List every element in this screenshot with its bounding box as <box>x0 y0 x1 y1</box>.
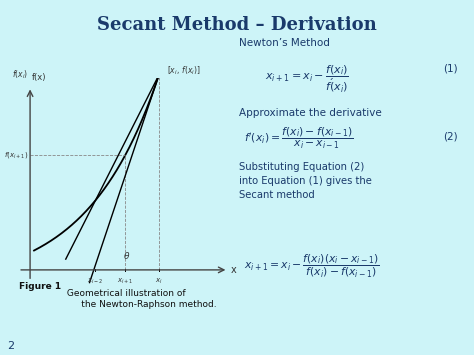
Text: Newton’s Method: Newton’s Method <box>239 38 330 48</box>
Text: $x_{i+1}$: $x_{i+1}$ <box>117 277 133 286</box>
Text: $f(x_i)$: $f(x_i)$ <box>12 69 28 81</box>
Text: Secant Method – Derivation: Secant Method – Derivation <box>97 16 377 34</box>
Text: $x_i$: $x_i$ <box>155 277 163 286</box>
Text: $x_{i+1} = x_i - \dfrac{f(x_i)}{f\'(x_i)}$: $x_{i+1} = x_i - \dfrac{f(x_i)}{f\'(x_i)… <box>265 64 349 95</box>
Text: $x_{i+1} = x_i - \dfrac{f(x_i)(x_i - x_{i-1})}{f(x_i) - f(x_{i-1})}$: $x_{i+1} = x_i - \dfrac{f(x_i)(x_i - x_{… <box>244 252 380 279</box>
Text: f(x): f(x) <box>32 73 46 82</box>
Text: Approximate the derivative: Approximate the derivative <box>239 108 382 118</box>
Text: (2): (2) <box>443 131 457 141</box>
Text: x: x <box>230 265 236 275</box>
Text: $f(x_{i+1})$: $f(x_{i+1})$ <box>4 150 28 160</box>
Text: (1): (1) <box>443 64 457 74</box>
Text: Figure 1: Figure 1 <box>19 282 61 291</box>
Text: $f'(x_i) = \dfrac{f(x_i) - f(x_{i-1})}{x_i - x_{i-1}}$: $f'(x_i) = \dfrac{f(x_i) - f(x_{i-1})}{x… <box>244 126 354 151</box>
Text: $\theta$: $\theta$ <box>123 250 130 261</box>
Text: Geometrical illustration of
      the Newton-Raphson method.: Geometrical illustration of the Newton-R… <box>64 289 217 309</box>
Text: 2: 2 <box>7 340 14 351</box>
Text: Substituting Equation (2)
into Equation (1) gives the
Secant method: Substituting Equation (2) into Equation … <box>239 162 372 200</box>
Text: $[x_i,\, f(x_i)]$: $[x_i,\, f(x_i)]$ <box>167 65 201 77</box>
Text: $x_{i-2}$: $x_{i-2}$ <box>87 277 104 286</box>
